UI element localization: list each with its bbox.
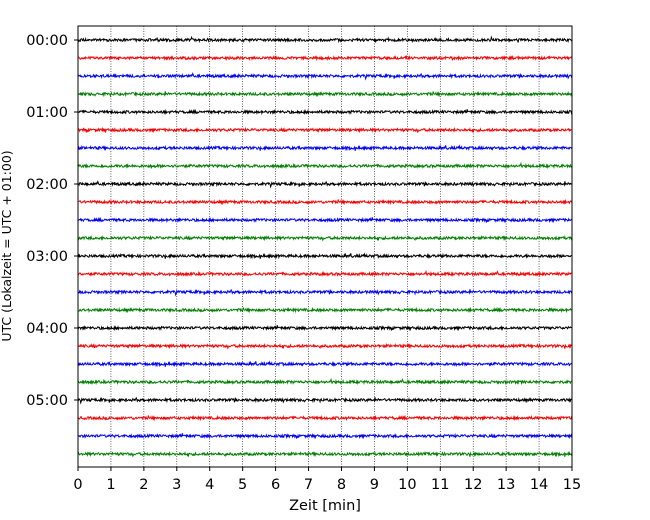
trace-0345 [77,306,573,314]
vertical-grid [110,26,540,467]
x-tick-label-7: 7 [304,477,313,493]
trace-0500 [77,396,573,405]
x-tick-label-10: 10 [398,477,416,493]
x-tick-label-4: 4 [205,477,214,493]
x-tick-label-5: 5 [238,477,247,493]
trace-0330 [77,288,573,297]
trace-0030 [77,72,573,81]
x-tick-label-8: 8 [337,477,346,493]
trace-0200 [77,180,573,189]
x-tick-label-13: 13 [497,477,515,493]
y-tick-label-3: 03:00 [26,249,68,265]
x-tick-label-15: 15 [563,477,581,493]
y-axis: 00:00 01:00 02:00 03:00 04:00 05:00 [26,33,78,409]
x-tick-label-9: 9 [370,477,379,493]
trace-0545 [77,450,573,458]
trace-0145 [77,161,573,170]
trace-0100 [77,108,573,116]
x-tick-label-2: 2 [139,477,148,493]
x-tick-label-12: 12 [464,477,482,493]
y-tick-label-0: 00:00 [26,33,68,49]
trace-0015 [77,54,573,62]
trace-0115 [77,126,573,134]
trace-0300 [77,252,573,260]
x-tick-label-14: 14 [530,477,548,493]
y-tick-label-1: 01:00 [26,105,68,121]
trace-0315 [77,269,573,278]
y-tick-label-4: 04:00 [26,321,68,337]
trace-0530 [77,432,573,440]
trace-0515 [77,414,573,422]
x-tick-label-1: 1 [106,477,115,493]
trace-0230 [77,216,573,224]
x-axis-label: Zeit [min] [289,498,361,514]
trace-0445 [77,377,573,386]
x-tick-label-11: 11 [431,477,449,493]
trace-0045 [77,90,573,98]
trace-area [77,35,573,458]
plot-frame [77,25,573,468]
trace-0130 [77,144,573,152]
x-tick-label-0: 0 [73,477,82,493]
trace-0415 [77,342,573,350]
x-axis: 0 1 2 3 4 5 6 7 8 9 10 11 12 13 14 15 [73,467,581,493]
x-tick-label-6: 6 [271,477,280,493]
x-tick-label-3: 3 [172,477,181,493]
y-tick-label-5: 05:00 [26,393,68,409]
trace-0215 [77,198,573,206]
y-tick-label-2: 02:00 [26,177,68,193]
y-axis-label: UTC (Lokalzeit = UTC + 01:00) [0,150,14,341]
trace-0400 [77,324,573,332]
trace-0000 [77,35,573,44]
trace-0430 [77,360,573,368]
trace-0245 [77,234,573,242]
